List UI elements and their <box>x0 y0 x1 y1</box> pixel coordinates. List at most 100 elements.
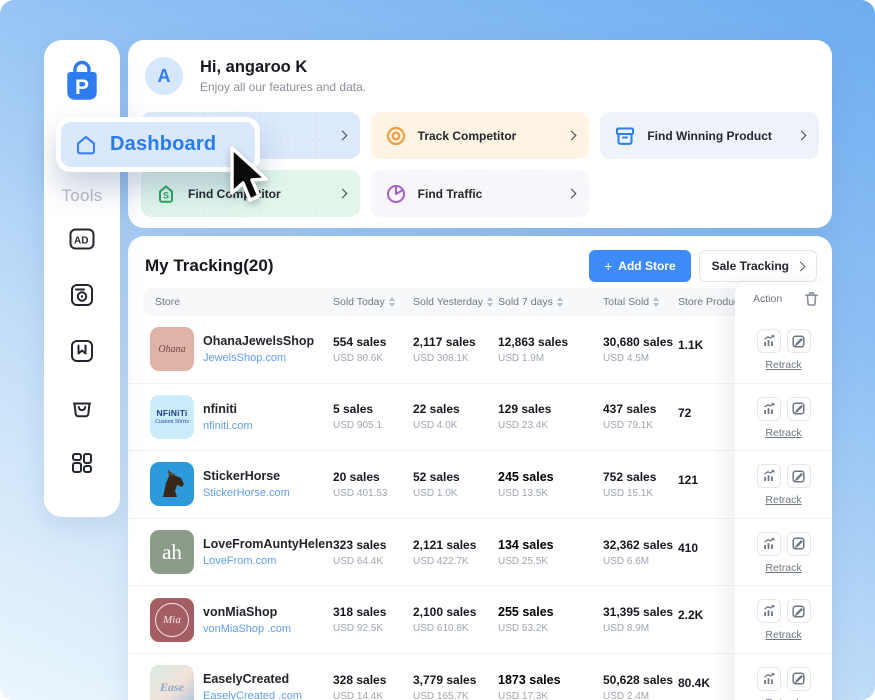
retrack-link[interactable]: Retrack <box>765 359 802 371</box>
table-row[interactable]: Ohana OhanaJewelsShop JewelsShop.com 554… <box>128 316 832 384</box>
column-total-sold[interactable]: Total Sold <box>603 296 678 308</box>
store-domain-link[interactable]: LoveFrom.com <box>203 555 277 568</box>
sort-icon <box>487 297 494 307</box>
sort-icon <box>556 297 563 307</box>
column-store[interactable]: Store <box>155 296 181 308</box>
store-avatar: ah <box>150 530 194 575</box>
analytics-button[interactable] <box>756 666 781 691</box>
sold-today-usd: USD 64.4K <box>333 555 384 567</box>
tracking-panel: My Tracking(20) + Add Store Sale Trackin… <box>128 236 832 700</box>
sold-yesterday-usd: USD 422.7K <box>413 555 469 567</box>
sold-today-usd: USD 80.6K <box>333 352 384 364</box>
sold-7days-value: 1873 sales <box>498 672 561 687</box>
sold-today-usd: USD 401.53 <box>333 487 388 499</box>
edit-icon <box>792 605 805 618</box>
store-domain-link[interactable]: StickerHorse.com <box>203 487 290 500</box>
edit-button[interactable] <box>786 464 811 489</box>
edit-button[interactable] <box>786 329 811 353</box>
action-cell: Retrack <box>735 654 832 700</box>
greeting-title: Hi, angaroo K <box>200 58 308 76</box>
edit-icon <box>792 672 805 686</box>
app-logo[interactable]: P <box>44 40 120 104</box>
sold-today-value: 318 sales <box>333 605 387 620</box>
sold-today-value: 554 sales <box>333 334 387 349</box>
sold-7days-usd: USD 53.2K <box>498 623 549 635</box>
sold-7days-usd: USD 17.3K <box>498 690 549 700</box>
sold-7days-value: 12,863 sales <box>498 334 569 349</box>
table-row[interactable]: Ease EaselyCreated EaselyCreated .com 32… <box>128 654 832 700</box>
total-sold-usd: USD 4.5M <box>603 352 650 364</box>
table-row[interactable]: NFiNiTi Custom Shirts nfiniti nfiniti.com… <box>128 384 832 452</box>
chevron-right-icon <box>566 130 577 141</box>
sold-7days-usd: USD 13.5K <box>498 487 549 499</box>
edit-button[interactable] <box>786 599 811 624</box>
sidebar-nav: AD <box>44 226 120 476</box>
trash-icon <box>805 292 818 306</box>
home-icon <box>76 135 96 154</box>
shop-icon: S <box>159 184 173 203</box>
chevron-right-icon <box>796 130 807 141</box>
feature-card-find-traffic[interactable]: Find Traffic <box>370 170 590 217</box>
sold-yesterday-value: 2,117 sales <box>413 334 476 349</box>
store-products-value: 80.4K <box>678 675 711 690</box>
sold-yesterday-value: 52 sales <box>413 469 460 484</box>
snapshot-icon[interactable] <box>69 282 95 308</box>
analytics-button[interactable] <box>756 329 781 353</box>
retrack-link[interactable]: Retrack <box>765 561 802 574</box>
store-domain-link[interactable]: EaselyCreated .com <box>203 690 303 700</box>
chart-icon <box>763 334 774 346</box>
edit-button[interactable] <box>786 531 811 556</box>
column-sold-today[interactable]: Sold Today <box>333 296 413 308</box>
retrack-link[interactable]: Retrack <box>765 629 802 642</box>
total-sold-value: 31,395 sales <box>603 605 674 620</box>
sale-tracking-button[interactable]: Sale Tracking <box>698 250 817 282</box>
tools-label: Tools <box>61 186 103 205</box>
ad-icon[interactable]: AD <box>69 226 95 252</box>
total-sold-value: 752 sales <box>603 469 657 484</box>
sold-7days-value: 245 sales <box>498 469 554 484</box>
add-store-button[interactable]: + Add Store <box>589 250 691 282</box>
sold-yesterday-value: 3,779 sales <box>413 672 477 687</box>
retrack-link[interactable]: Retrack <box>765 494 802 507</box>
delete-all-button[interactable] <box>805 292 818 306</box>
chevron-right-icon <box>566 188 577 199</box>
analytics-button[interactable] <box>756 599 781 624</box>
sold-7days-value: 255 sales <box>498 605 554 620</box>
store-domain-link[interactable]: vonMiaShop .com <box>203 622 292 635</box>
store-domain-link[interactable]: nfiniti.com <box>203 419 253 432</box>
analytics-button[interactable] <box>756 464 781 489</box>
table-row[interactable]: ah LoveFromAuntyHelen LoveFrom.com 323 s… <box>128 519 832 587</box>
edit-icon <box>792 334 805 348</box>
feature-card-track-competitor[interactable]: Track Competitor <box>370 112 590 159</box>
nav-dashboard-item[interactable]: Dashboard <box>56 117 260 172</box>
feature-card-find-winning-product[interactable]: Find Winning Product <box>600 112 819 159</box>
total-sold-usd: USD 2.4M <box>603 690 650 700</box>
svg-text:AD: AD <box>74 236 88 247</box>
apps-grid-icon[interactable] <box>69 450 95 476</box>
store-domain-link[interactable]: JewelsShop.com <box>203 352 287 365</box>
column-store-products[interactable]: Store Products <box>678 296 748 308</box>
edit-button[interactable] <box>786 666 811 691</box>
edit-button[interactable] <box>786 396 811 421</box>
total-sold-usd: USD 6.6M <box>603 555 650 567</box>
table-row[interactable]: StickerHorse StickerHorse.com 20 sales US… <box>128 451 832 519</box>
chart-icon <box>763 537 774 549</box>
user-avatar[interactable]: A <box>145 57 183 95</box>
sold-yesterday-usd: USD 165.7K <box>413 690 469 700</box>
column-sold-7days[interactable]: Sold 7 days <box>498 296 603 308</box>
table-row[interactable]: Mia vonMiaShop vonMiaShop .com 318 sales… <box>128 586 832 654</box>
sold-yesterday-value: 22 sales <box>413 402 460 417</box>
shop-bag-icon[interactable] <box>69 394 95 420</box>
retrack-link[interactable]: Retrack <box>765 697 801 700</box>
retrack-link[interactable]: Retrack <box>765 426 802 439</box>
chart-icon <box>763 470 774 482</box>
analytics-button[interactable] <box>756 531 781 556</box>
total-sold-value: 437 sales <box>603 402 657 417</box>
column-sold-yesterday[interactable]: Sold Yesterday <box>413 296 498 308</box>
store-avatar: Ease <box>150 665 194 700</box>
bookmark-icon[interactable] <box>69 338 95 364</box>
total-sold-value: 32,362 sales <box>603 537 674 552</box>
store-name: LoveFromAuntyHelen <box>203 537 333 552</box>
shopping-bag-p-logo-icon: P <box>67 60 97 100</box>
analytics-button[interactable] <box>756 396 781 421</box>
